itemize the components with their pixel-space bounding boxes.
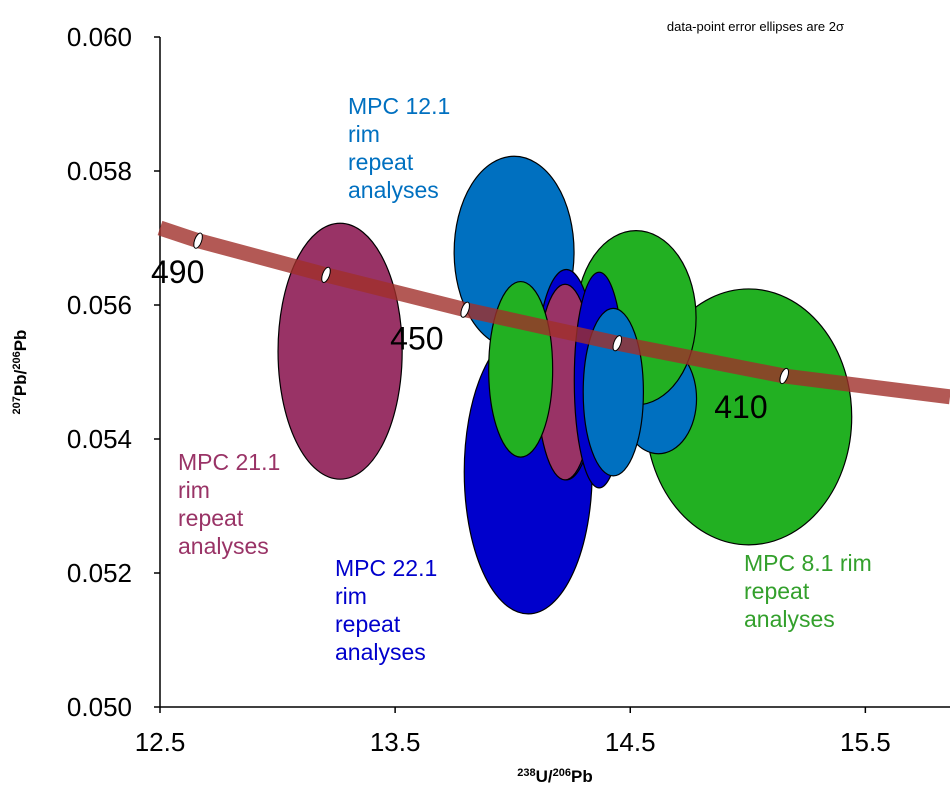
annotation: repeat [335,611,401,637]
annotation: repeat [178,505,244,531]
y-axis-title-part: 206 [11,351,23,369]
y-tick-label: 0.050 [67,692,132,722]
annotation: analyses [335,639,426,665]
x-tick-label: 12.5 [135,727,186,757]
annotation: rim [335,583,367,609]
annotation: MPC 8.1 rim [744,550,872,576]
age-marker [779,367,790,385]
y-tick-label: 0.054 [67,424,132,454]
age-marker [612,335,623,352]
error-ellipse [488,280,554,458]
x-axis-title: 238U/206Pb [517,767,592,786]
y-tick-label: 0.060 [67,22,132,52]
annotation: rim [348,121,380,147]
annotation: rim [178,477,210,503]
y-axis-title-part: Pb/ [11,369,30,396]
age-marker [321,266,331,283]
x-axis-title-part: Pb [571,767,593,786]
note: data-point error ellipses are 2σ [667,19,844,34]
annotation: MPC 12.1 [348,93,450,119]
age-marker [460,301,470,318]
annotation: MPC 22.1 [335,555,437,581]
x-axis-title-part: U/ [536,767,553,786]
annotation: analyses [744,606,835,632]
x-tick-label: 14.5 [605,727,656,757]
annotation: repeat [348,149,414,175]
annotation: analyses [348,177,439,203]
y-axis-title-part: Pb [11,330,30,352]
annotation: MPC 21.1 [178,449,280,475]
age-marker [193,232,203,249]
x-axis-title-part: 206 [553,767,571,779]
y-tick-label: 0.052 [67,558,132,588]
y-tick-label: 0.056 [67,290,132,320]
x-tick-label: 13.5 [370,727,421,757]
annotation: analyses [178,533,269,559]
x-axis-title-part: 238 [517,767,535,779]
age-label: 410 [714,389,767,425]
x-tick-label: 15.5 [840,727,891,757]
annotation: repeat [744,578,810,604]
y-axis-title: 207Pb/206Pb [11,330,30,415]
y-tick-label: 0.058 [67,156,132,186]
age-label: 450 [390,321,443,357]
y-axis-title-part: 207 [11,396,23,414]
age-label: 490 [151,254,204,290]
